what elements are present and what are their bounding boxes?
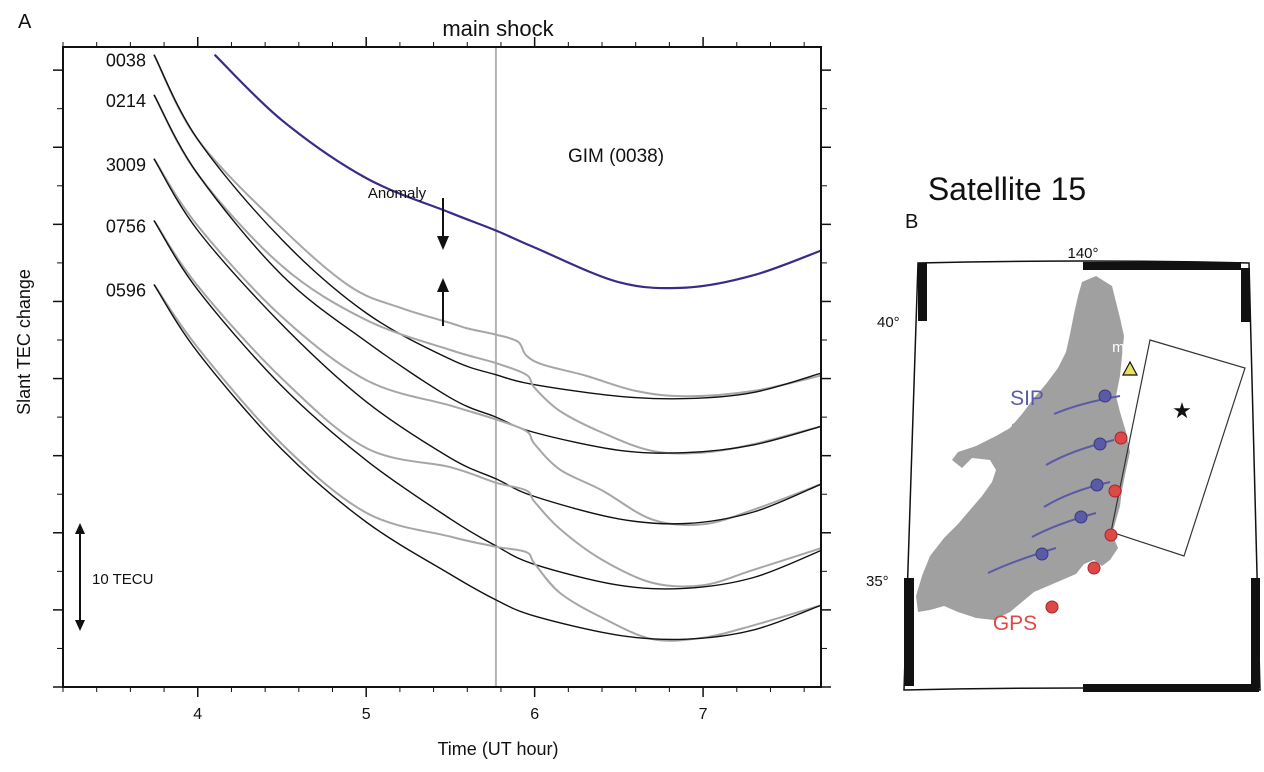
x-tick-label: 4 bbox=[193, 706, 202, 723]
map: ★ mizu SIP GPS bbox=[903, 260, 1261, 692]
model-curve-0038 bbox=[153, 54, 821, 400]
anomaly-label: Anomaly bbox=[368, 185, 427, 202]
x-tick-label: 5 bbox=[362, 706, 371, 723]
sip-point-icon bbox=[1074, 510, 1088, 524]
x-axis-label: Time (UT hour) bbox=[437, 739, 558, 759]
gps-label: GPS bbox=[993, 612, 1037, 635]
anomaly-arrow-up-icon bbox=[437, 278, 449, 326]
sip-track bbox=[1045, 439, 1115, 466]
frame-bar-top bbox=[1083, 262, 1241, 270]
sip-track bbox=[1031, 512, 1097, 538]
sip-point-icon bbox=[1090, 478, 1104, 492]
plot-frame bbox=[62, 46, 822, 688]
lon-label-140: 140° bbox=[1067, 245, 1098, 262]
model-curve-0596 bbox=[153, 284, 821, 641]
observed-curve-0756 bbox=[153, 219, 821, 588]
gps-station-icon bbox=[1114, 431, 1128, 445]
series-label-0214: 0214 bbox=[106, 91, 146, 111]
series-label-3009: 3009 bbox=[106, 155, 146, 175]
gim-curve bbox=[213, 53, 821, 290]
epicenter-star-icon: ★ bbox=[1172, 398, 1192, 423]
sip-label: SIP bbox=[1010, 387, 1044, 410]
panel-b-title: Satellite 15 bbox=[928, 171, 1086, 207]
observed-curve-3009 bbox=[153, 158, 821, 527]
sip-point-icon bbox=[1093, 437, 1107, 451]
model-curve-0214 bbox=[153, 94, 821, 454]
observed-curve-0038 bbox=[153, 54, 821, 398]
frame-bar-right-bottom bbox=[1251, 578, 1260, 688]
sip-point-icon bbox=[1035, 547, 1049, 561]
lat-label-40: 40° bbox=[877, 314, 900, 331]
gim-label: GIM (0038) bbox=[568, 146, 664, 167]
y-axis-label: Slant TEC change bbox=[14, 269, 34, 415]
station-triangle-icon bbox=[1121, 360, 1139, 376]
model-curve-3009 bbox=[153, 158, 821, 525]
series-label-0038: 0038 bbox=[106, 51, 146, 71]
series-layer bbox=[153, 53, 821, 642]
anomaly-arrow-down-icon bbox=[437, 198, 449, 250]
observed-curve-0214 bbox=[153, 94, 821, 455]
panel-a-label: A bbox=[18, 11, 32, 33]
sip-tracks bbox=[987, 389, 1121, 574]
x-tick-label: 6 bbox=[530, 706, 539, 723]
gps-station-icon bbox=[1104, 528, 1118, 542]
observed-curve-0596 bbox=[153, 283, 821, 642]
series-labels: 0038 0214 3009 0756 0596 bbox=[106, 51, 146, 301]
frame-bar-left-bottom bbox=[904, 578, 914, 686]
x-tick-label: 7 bbox=[699, 706, 708, 723]
gps-station-icon bbox=[1108, 484, 1122, 498]
gps-stations bbox=[1045, 431, 1128, 614]
x-tick-labels: 4 5 6 7 bbox=[193, 706, 707, 723]
station-label: mizu bbox=[1112, 339, 1144, 356]
series-label-0756: 0756 bbox=[106, 216, 146, 236]
sip-track bbox=[987, 547, 1057, 574]
model-curve-0756 bbox=[153, 220, 821, 590]
panel-b-label: B bbox=[905, 211, 918, 233]
scale-bar-label: 10 TECU bbox=[92, 571, 153, 588]
island-landmass bbox=[1012, 420, 1030, 442]
scale-bar-icon bbox=[75, 523, 85, 631]
gps-station-icon bbox=[1087, 561, 1101, 575]
sip-point-icon bbox=[1098, 389, 1112, 403]
frame-bar-right-top bbox=[1241, 268, 1250, 322]
gps-station-icon bbox=[1045, 600, 1059, 614]
frame-bar-left-top bbox=[918, 263, 927, 321]
frame-bar-bottom bbox=[1083, 684, 1259, 692]
japan-landmass bbox=[916, 276, 1130, 620]
sip-track bbox=[1053, 395, 1121, 415]
axis-ticks bbox=[53, 37, 831, 697]
chart-title: main shock bbox=[442, 16, 554, 41]
series-label-0596: 0596 bbox=[106, 280, 146, 300]
fault-plane bbox=[1110, 339, 1246, 557]
lat-label-35: 35° bbox=[866, 573, 889, 590]
